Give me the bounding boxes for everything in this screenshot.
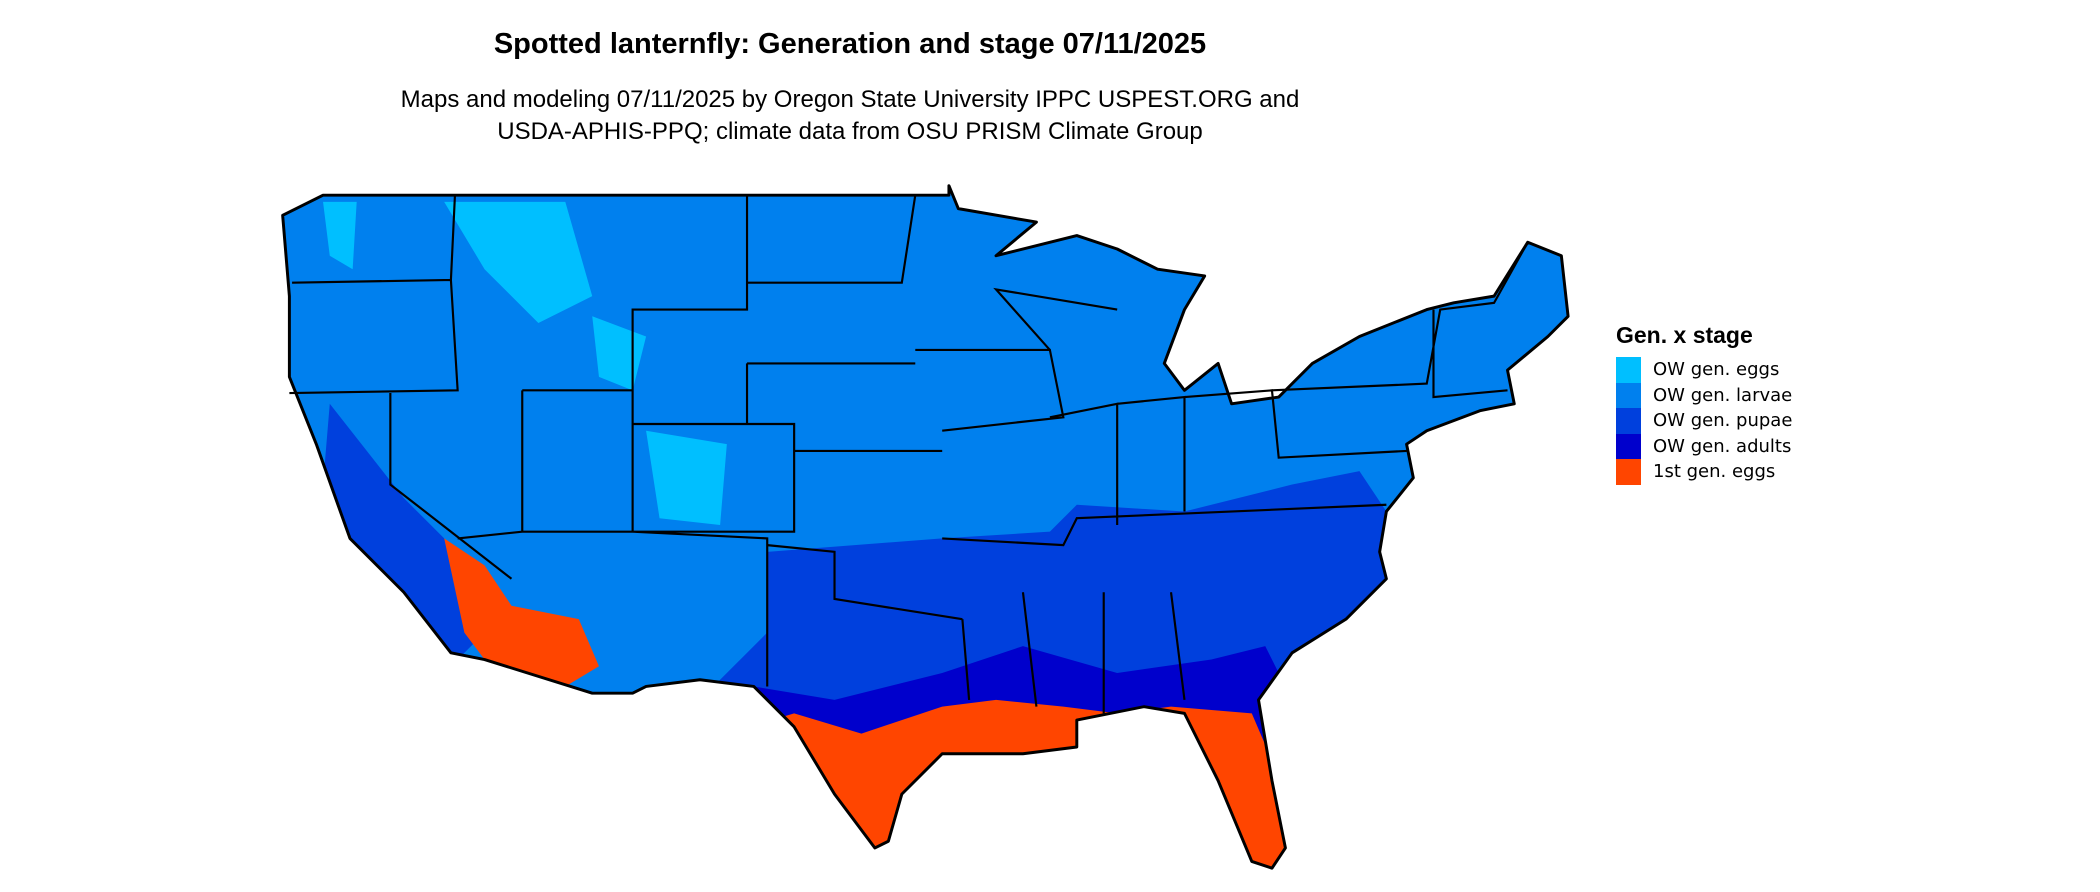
legend-swatch xyxy=(1616,382,1641,408)
subtitle-line-2: USDA-APHIS-PPQ; climate data from OSU PR… xyxy=(497,118,1203,145)
us-border xyxy=(281,184,1570,870)
legend-item: OW gen. larvae xyxy=(1616,382,1793,408)
legend-label: OW gen. larvae xyxy=(1653,384,1793,406)
legend-label: 1st gen. eggs xyxy=(1653,461,1776,483)
legend-swatch xyxy=(1616,357,1641,383)
map-title: Spotted lanternfly: Generation and stage… xyxy=(493,28,1207,60)
legend-label: OW gen. eggs xyxy=(1653,359,1780,381)
legend-swatch xyxy=(1616,459,1641,485)
legend-title: Gen. x stage xyxy=(1616,322,1753,348)
legend-item: 1st gen. eggs xyxy=(1616,459,1792,485)
legend-swatch xyxy=(1616,433,1641,459)
subtitle-line-1: Maps and modeling 07/11/2025 by Oregon S… xyxy=(400,86,1300,113)
legend-item: OW gen. pupae xyxy=(1616,408,1792,434)
legend-item: OW gen. adults xyxy=(1616,433,1792,459)
region-ow-eggs xyxy=(323,201,727,525)
legend-swatch xyxy=(1616,408,1641,434)
map-subtitle: Maps and modeling 07/11/2025 by Oregon S… xyxy=(0,84,1700,148)
legend-label: OW gen. pupae xyxy=(1653,410,1793,432)
legend-item: OW gen. eggs xyxy=(1616,357,1792,383)
state-borders xyxy=(289,195,1529,714)
legend-label: OW gen. adults xyxy=(1653,435,1792,457)
legend: Gen. x stage OW gen. eggs OW gen. larvae O… xyxy=(1616,322,1792,485)
